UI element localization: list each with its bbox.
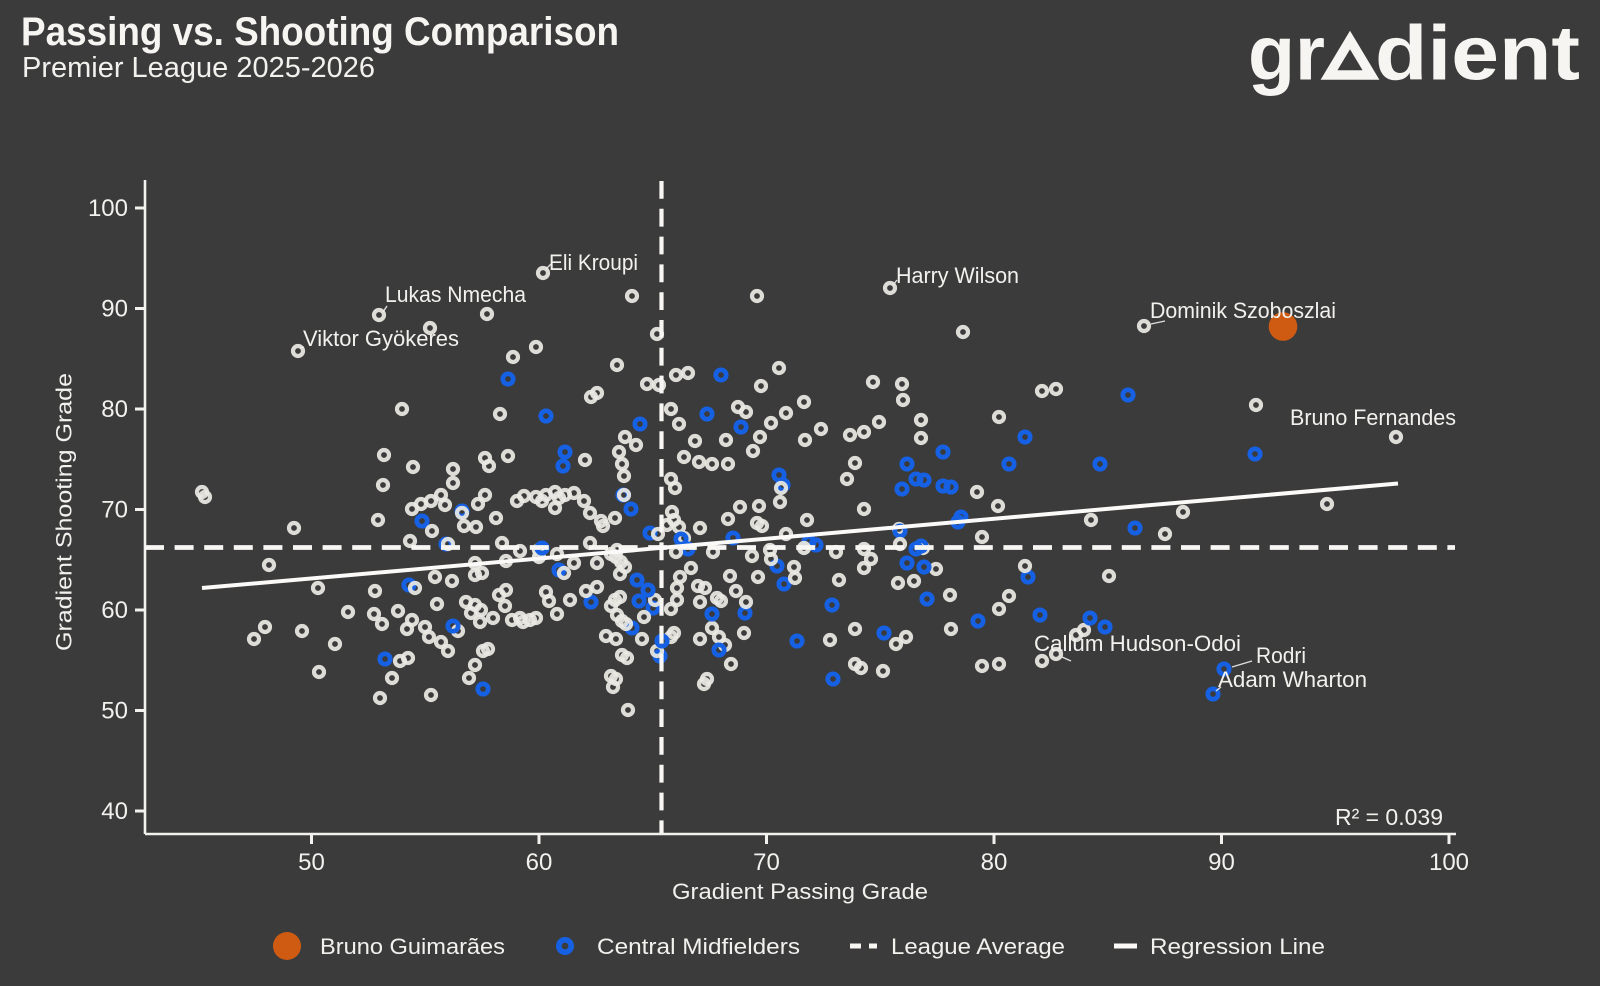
svg-text:70: 70 xyxy=(753,849,780,876)
svg-text:Harry Wilson: Harry Wilson xyxy=(896,263,1019,288)
svg-text:Adam Wharton: Adam Wharton xyxy=(1218,667,1367,692)
svg-text:70: 70 xyxy=(101,497,128,524)
svg-text:Eli Kroupi: Eli Kroupi xyxy=(549,250,638,275)
svg-text:50: 50 xyxy=(298,849,325,876)
svg-text:Gradient Passing Grade: Gradient Passing Grade xyxy=(672,879,928,904)
svg-text:100: 100 xyxy=(1429,849,1469,876)
svg-text:50: 50 xyxy=(101,698,128,725)
svg-text:Premier League 2025-2026: Premier League 2025-2026 xyxy=(22,52,375,84)
svg-text:80: 80 xyxy=(981,849,1008,876)
svg-text:Bruno Fernandes: Bruno Fernandes xyxy=(1290,405,1456,430)
svg-text:Regression Line: Regression Line xyxy=(1150,934,1325,959)
svg-text:90: 90 xyxy=(101,296,128,323)
svg-text:60: 60 xyxy=(526,849,553,876)
svg-text:Lukas Nmecha: Lukas Nmecha xyxy=(385,282,527,307)
svg-text:League Average: League Average xyxy=(891,934,1065,959)
svg-text:R² = 0.039: R² = 0.039 xyxy=(1335,804,1443,830)
svg-text:90: 90 xyxy=(1208,849,1235,876)
svg-text:Rodri: Rodri xyxy=(1256,643,1306,668)
svg-text:Passing vs. Shooting Compariso: Passing vs. Shooting Comparison xyxy=(21,10,619,54)
svg-text:Dominik Szoboszlai: Dominik Szoboszlai xyxy=(1150,298,1336,323)
svg-text:40: 40 xyxy=(101,798,128,825)
svg-text:dient: dient xyxy=(1375,11,1580,97)
svg-text:Viktor Gyökeres: Viktor Gyökeres xyxy=(303,326,459,351)
svg-text:Bruno Guimarães: Bruno Guimarães xyxy=(320,934,505,959)
svg-text:gr: gr xyxy=(1248,11,1325,97)
svg-text:100: 100 xyxy=(88,195,128,222)
svg-text:Central Midfielders: Central Midfielders xyxy=(597,934,800,959)
svg-text:Callum Hudson-Odoi: Callum Hudson-Odoi xyxy=(1034,631,1241,656)
svg-text:Gradient Shooting Grade: Gradient Shooting Grade xyxy=(52,373,77,651)
svg-text:80: 80 xyxy=(101,396,128,423)
svg-text:60: 60 xyxy=(101,597,128,624)
